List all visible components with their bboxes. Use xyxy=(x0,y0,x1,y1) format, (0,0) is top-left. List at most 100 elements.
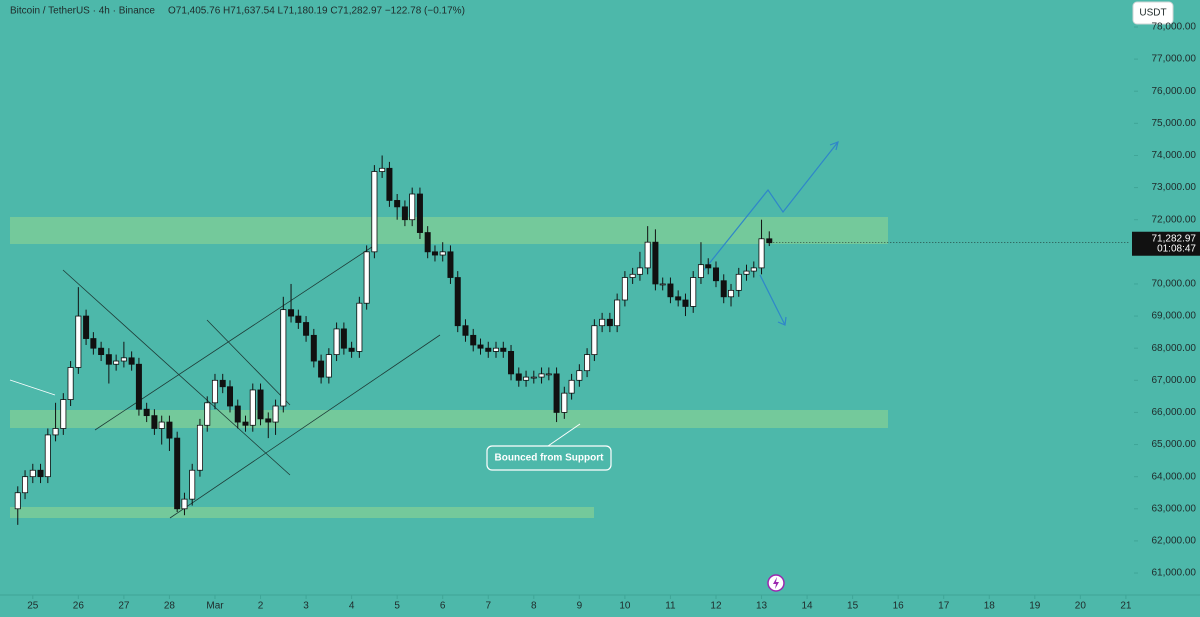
candle-body xyxy=(166,421,173,439)
candle-body xyxy=(295,315,302,323)
y-tick-label: 78,000.00 xyxy=(1152,22,1197,33)
y-tick-label: 67,000.00 xyxy=(1152,375,1197,386)
candle-body xyxy=(60,399,67,429)
symbol-title: Bitcoin / TetherUS · 4h · Binance xyxy=(10,6,155,17)
candle-body xyxy=(659,283,666,286)
candle-body xyxy=(37,469,44,478)
candle-body xyxy=(682,299,689,307)
candle-body xyxy=(272,405,279,423)
candle-body xyxy=(29,469,36,478)
candle-body xyxy=(211,379,218,404)
candle-body xyxy=(196,424,203,471)
candle-body xyxy=(614,299,621,327)
y-tick-label: 73,000.00 xyxy=(1152,182,1197,193)
candle-body xyxy=(265,418,272,423)
candle-body xyxy=(477,344,484,349)
x-tick-label: 5 xyxy=(394,601,400,612)
candle-body xyxy=(462,325,469,336)
x-tick-label: 7 xyxy=(485,601,491,612)
candle-body xyxy=(181,498,188,510)
candle-body xyxy=(629,273,636,278)
candle-body xyxy=(348,347,355,352)
x-tick-label: 14 xyxy=(802,601,814,612)
support-zone xyxy=(10,410,888,428)
x-tick-label: 2 xyxy=(258,601,264,612)
x-tick-label: 25 xyxy=(27,601,39,612)
candle-body xyxy=(257,389,264,420)
y-tick-label: 70,000.00 xyxy=(1152,279,1197,290)
x-tick-label: 11 xyxy=(665,601,676,612)
candle-body xyxy=(128,357,135,365)
candle-body xyxy=(219,379,226,388)
candle-body xyxy=(416,193,423,233)
candle-body xyxy=(697,264,704,278)
last-price-box xyxy=(1132,231,1200,256)
candle-body xyxy=(485,347,492,352)
y-tick-label: 75,000.00 xyxy=(1152,118,1197,129)
candle-body xyxy=(591,325,598,356)
candle-body xyxy=(227,386,234,407)
candle-body xyxy=(158,421,165,429)
candle-body xyxy=(310,334,317,362)
annotation-pointer xyxy=(547,423,581,447)
candle-body xyxy=(690,277,697,307)
candle-body xyxy=(431,251,438,256)
currency-button[interactable] xyxy=(1132,1,1174,25)
candle-body xyxy=(143,408,150,417)
candle-body xyxy=(599,318,606,327)
candle-body xyxy=(280,309,287,407)
candle-body xyxy=(644,241,651,269)
candle-body xyxy=(113,360,120,365)
candle-body xyxy=(242,421,249,426)
candle-body xyxy=(67,367,74,400)
candle-body xyxy=(530,376,537,379)
candle-body xyxy=(470,334,477,346)
currency-button-label[interactable]: USDT xyxy=(1139,8,1166,19)
candle-body xyxy=(447,251,454,278)
candle-body xyxy=(98,347,105,356)
candle-body xyxy=(523,376,530,381)
x-tick-label: 10 xyxy=(619,601,631,612)
candle-body xyxy=(515,373,522,381)
candle-body xyxy=(492,347,499,352)
candle-body xyxy=(424,232,431,253)
candle-body xyxy=(303,322,310,336)
candle-body xyxy=(735,273,742,291)
x-tick-label: 21 xyxy=(1120,601,1132,612)
last-price-label: 71,282.97 xyxy=(1152,233,1197,244)
candle-body xyxy=(371,171,378,253)
candle-body xyxy=(249,389,256,426)
candle-body xyxy=(584,354,591,372)
candle-body xyxy=(120,357,127,362)
resistance-zone xyxy=(10,217,888,244)
y-tick-label: 61,000.00 xyxy=(1152,568,1197,579)
x-tick-label: 19 xyxy=(1029,601,1041,612)
annotation-box xyxy=(486,445,612,471)
y-tick-label: 65,000.00 xyxy=(1152,439,1197,450)
candle-body xyxy=(325,354,332,378)
x-tick-label: 27 xyxy=(118,601,130,612)
candle-body xyxy=(174,437,181,510)
candle-body xyxy=(386,167,393,201)
candle-body xyxy=(545,373,552,376)
candle-body xyxy=(333,328,340,356)
candle-body xyxy=(568,379,575,394)
x-tick-label: 26 xyxy=(73,601,85,612)
candle-body xyxy=(52,428,59,436)
y-tick-label: 77,000.00 xyxy=(1152,54,1197,65)
x-tick-label: 17 xyxy=(938,601,950,612)
x-tick-label: 18 xyxy=(984,601,996,612)
candle-body xyxy=(394,200,401,208)
y-tick-label: 74,000.00 xyxy=(1152,150,1197,161)
x-tick-label: 8 xyxy=(531,601,537,612)
candle-body xyxy=(83,315,90,339)
ohlc-header: O71,405.76 H71,637.54 L71,180.19 C71,282… xyxy=(168,6,465,17)
candle-body xyxy=(576,370,583,381)
candle-body xyxy=(340,328,347,349)
candle-body xyxy=(705,264,712,269)
candle-body xyxy=(318,360,325,378)
x-tick-label: 20 xyxy=(1075,601,1087,612)
candle-body xyxy=(288,309,295,317)
annotation-text: Bounced from Support xyxy=(495,453,605,464)
candle-body xyxy=(561,392,568,413)
